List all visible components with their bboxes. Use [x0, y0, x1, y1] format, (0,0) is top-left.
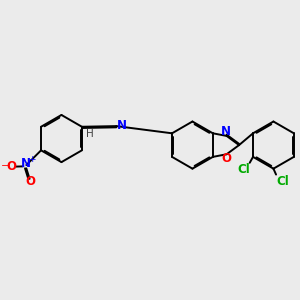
Text: H: H: [86, 129, 94, 139]
Text: N: N: [21, 157, 31, 170]
Text: O: O: [26, 175, 36, 188]
Text: Cl: Cl: [238, 163, 250, 176]
Text: +: +: [28, 155, 35, 164]
Text: Cl: Cl: [276, 175, 289, 188]
Text: −: −: [1, 161, 10, 171]
Text: N: N: [117, 119, 127, 132]
Text: N: N: [221, 125, 231, 139]
Text: O: O: [6, 160, 16, 172]
Text: O: O: [222, 152, 232, 165]
